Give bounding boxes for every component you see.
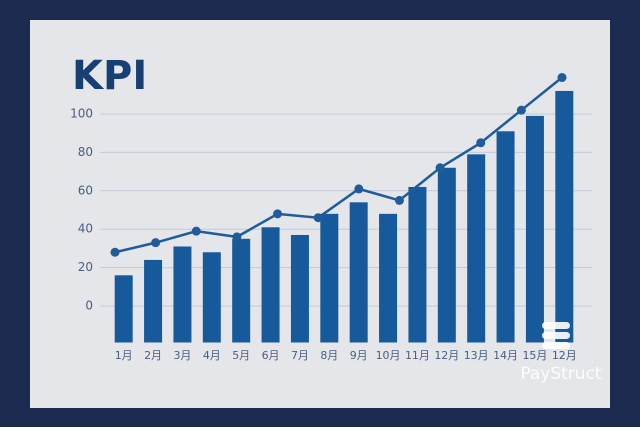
x-tick-label: 12月: [552, 349, 577, 362]
bar: [261, 227, 280, 343]
y-tick-label: 80: [78, 145, 93, 159]
x-tick-label: 1月: [115, 349, 133, 362]
y-tick-label: 60: [78, 183, 93, 197]
x-tick-label: 8月: [320, 349, 338, 362]
bar: [408, 186, 427, 343]
bar: [232, 238, 251, 343]
x-tick-label: 13月: [464, 349, 489, 362]
bar: [555, 90, 574, 343]
bar: [437, 167, 456, 343]
x-tick-label: 2月: [144, 349, 162, 362]
bar: [202, 252, 221, 343]
x-tick-label: 3月: [173, 349, 191, 362]
line-point: [273, 209, 283, 219]
bar: [349, 202, 368, 343]
bar: [290, 234, 309, 343]
line-point: [313, 213, 323, 223]
line-point: [110, 247, 120, 257]
line-point: [354, 184, 364, 194]
x-tick-label: 4月: [203, 349, 221, 362]
y-tick-label: 0: [85, 299, 93, 313]
bar: [320, 213, 339, 343]
x-tick-label: 12月: [434, 349, 459, 362]
x-tick-label: 10月: [376, 349, 401, 362]
logo: [542, 322, 570, 349]
line-point: [476, 138, 486, 148]
y-tick-label: 100: [70, 107, 93, 121]
line-point: [151, 238, 161, 248]
line-point: [435, 163, 445, 173]
x-tick-label: 7月: [291, 349, 309, 362]
line: [114, 76, 563, 254]
bar: [114, 275, 133, 343]
bar: [379, 213, 398, 343]
x-tick-label: 15月: [522, 349, 547, 362]
line-point: [516, 105, 526, 115]
x-tick-label: 6月: [262, 349, 280, 362]
x-tick-label: 9月: [350, 349, 368, 362]
chart-title: KPI: [72, 53, 147, 99]
bar: [173, 246, 192, 343]
x-tick-label: 5月: [232, 349, 250, 362]
bar: [144, 259, 163, 343]
line-point: [232, 232, 242, 242]
y-tick-label: 20: [78, 260, 93, 274]
line-point: [557, 73, 567, 83]
bar: [525, 115, 544, 343]
bar: [496, 131, 515, 343]
x-tick-label: 11月: [405, 349, 430, 362]
y-tick-label: 40: [78, 222, 93, 236]
x-tick-label: 14月: [493, 349, 518, 362]
watermark: PayStruct: [520, 364, 602, 384]
bar: [467, 154, 486, 343]
line-point: [394, 195, 404, 205]
line-point: [191, 226, 201, 236]
